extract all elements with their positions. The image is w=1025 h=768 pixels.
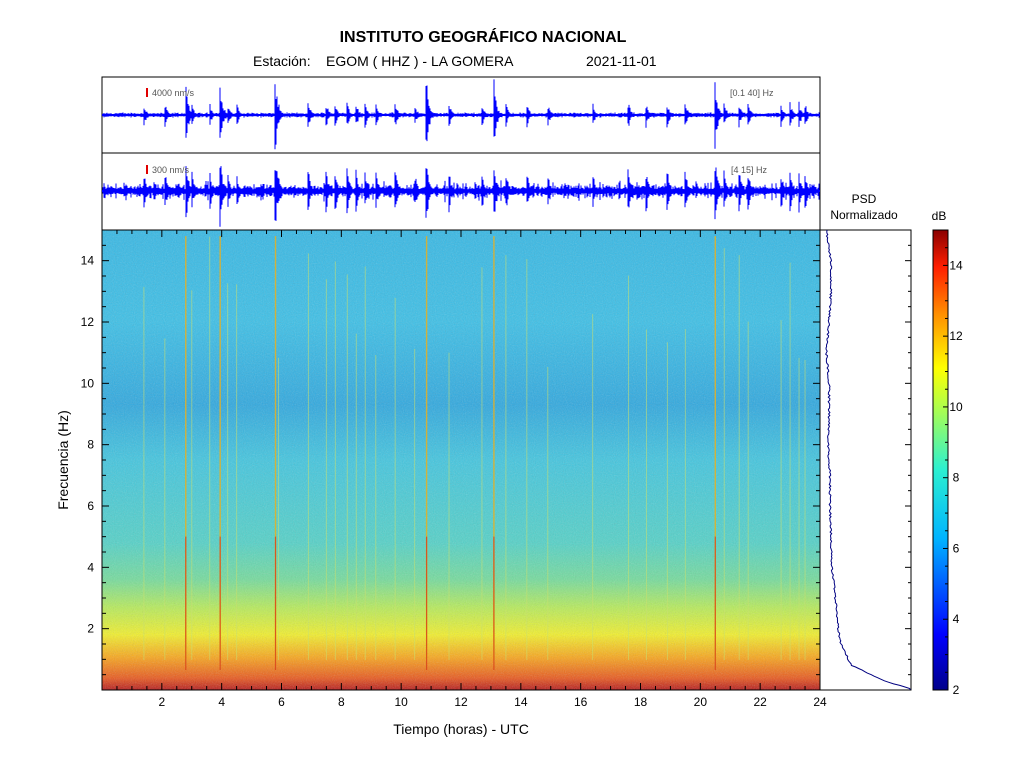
x-tick-label: 12 — [454, 695, 468, 709]
psd-label-line1: PSD — [852, 192, 877, 206]
psd-ticks — [905, 244, 911, 676]
scale-marker-broadband — [146, 88, 148, 97]
colorbar-tick-label: 8 — [953, 471, 960, 485]
figure-title: INSTITUTO GEOGRÁFICO NACIONAL — [340, 27, 627, 46]
x-axis: 2 4 6 8 10 12 14 16 18 20 22 24 — [116, 230, 827, 709]
trace-filtered-filter: [4 15] Hz — [731, 165, 768, 175]
trace-filtered-scale: 300 nm/s — [152, 165, 190, 175]
spectrogram-event-lines — [143, 236, 806, 670]
x-tick-label: 2 — [158, 695, 165, 709]
y-tick-label: 8 — [87, 438, 94, 452]
colorbar-tick-label: 10 — [949, 400, 963, 414]
trace-broadband-scale: 4000 nm/s — [152, 88, 195, 98]
y-tick-label: 6 — [87, 499, 94, 513]
psd-panel: PSD Normalizado — [819, 192, 912, 691]
colorbar-tick-label: 12 — [949, 329, 963, 343]
date-label: 2021-11-01 — [586, 53, 657, 69]
colorbar-tick-label: 2 — [953, 683, 960, 697]
spectrogram-noise — [102, 230, 820, 690]
psd-label-line2: Normalizado — [830, 208, 898, 222]
psd-curve — [825, 229, 911, 691]
colorbar-tick-label: 14 — [949, 258, 963, 272]
colorbar-unit: dB — [932, 209, 947, 223]
y-tick-label: 4 — [87, 560, 94, 574]
trace-panel-broadband: 4000 nm/s [0.1 40] Hz — [101, 76, 821, 154]
x-tick-label: 8 — [338, 695, 345, 709]
colorbar-tick-label: 4 — [953, 612, 960, 626]
x-tick-label: 14 — [514, 695, 528, 709]
y-tick-label: 2 — [87, 622, 94, 636]
colorbar-tick-label: 6 — [953, 541, 960, 555]
y-tick-label: 14 — [81, 254, 95, 268]
x-tick-label: 22 — [753, 695, 767, 709]
trace-broadband-filter: [0.1 40] Hz — [730, 88, 774, 98]
scale-marker-filtered — [146, 165, 148, 174]
x-tick-label: 24 — [813, 695, 827, 709]
y-tick-label: 12 — [81, 315, 95, 329]
trace-filtered-waveform — [102, 166, 820, 227]
x-tick-label: 10 — [394, 695, 408, 709]
y-tick-label: 10 — [81, 376, 95, 390]
x-tick-label: 4 — [218, 695, 225, 709]
trace-broadband-waveform — [102, 79, 820, 150]
x-tick-label: 16 — [574, 695, 588, 709]
station-name: EGOM ( HHZ ) - LA GOMERA — [326, 53, 514, 69]
y-axis-label: Frecuencia (Hz) — [55, 410, 71, 510]
colorbar: dB 2 4 6 8 10 12 14 — [932, 209, 963, 697]
trace-panel-filtered: 300 nm/s [4 15] Hz — [101, 152, 821, 231]
station-label: Estación: — [253, 53, 311, 69]
x-tick-label: 20 — [694, 695, 708, 709]
y-axis: 2 4 6 8 10 12 14 — [81, 244, 820, 676]
colorbar-ticks: 2 4 6 8 10 12 14 — [943, 247, 963, 697]
x-tick-label: 6 — [278, 695, 285, 709]
x-tick-label: 18 — [634, 695, 648, 709]
x-axis-label: Tiempo (horas) - UTC — [393, 721, 529, 737]
